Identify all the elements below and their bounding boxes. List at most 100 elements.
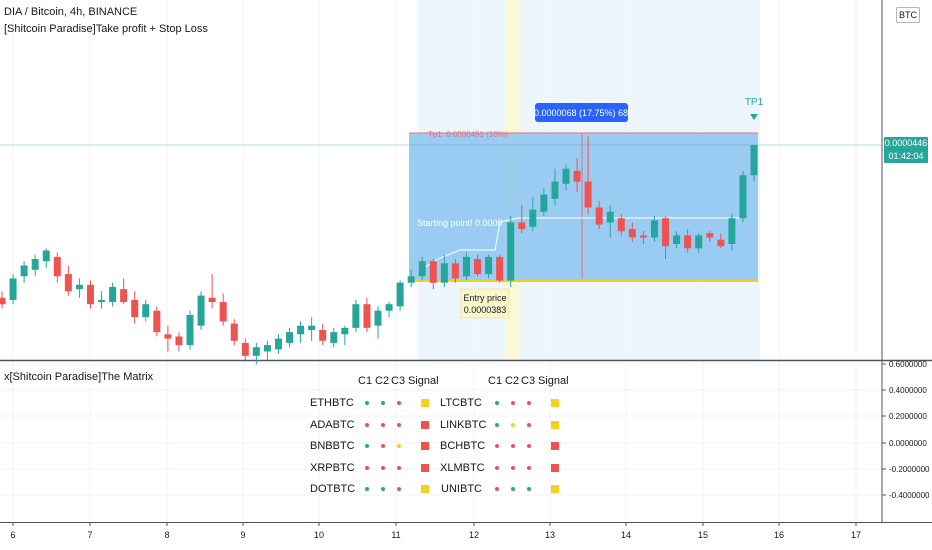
measure-tooltip[interactable] xyxy=(535,103,628,122)
matrix-pair-label: BNBBTC xyxy=(310,440,355,452)
candle-body xyxy=(252,347,260,356)
profit-range-box[interactable] xyxy=(409,133,758,281)
candle-body xyxy=(717,239,725,247)
matrix-dot-red xyxy=(527,401,531,405)
candle-body xyxy=(219,302,227,322)
x-tick-label: 11 xyxy=(391,530,400,540)
matrix-row: UNIBTC xyxy=(440,482,559,496)
matrix-dot-green xyxy=(527,487,531,491)
x-axis: 6 7 8 9 10 11 12 13 14 15 16 17 xyxy=(10,522,861,540)
candle-body xyxy=(573,170,581,182)
entry-label-title: Entry price xyxy=(463,293,506,303)
matrix-col-signal: Signal xyxy=(408,375,439,387)
candle-body xyxy=(374,310,382,326)
matrix-header: C1 C2 C3 Signal xyxy=(358,374,448,388)
x-tick-label: 10 xyxy=(314,530,324,540)
candle-body xyxy=(429,261,437,283)
symbol-title[interactable]: DIA / Bitcoin, 4h, BINANCE xyxy=(4,6,138,18)
matrix-pair-label: XLMBTC xyxy=(440,461,485,474)
candle-body xyxy=(540,194,548,212)
candle-body xyxy=(496,256,504,281)
matrix-dot-green xyxy=(365,401,369,405)
matrix-col-c1: C1 xyxy=(358,375,373,387)
matrix-y-axis: 0.6000000 0.4000000 0.2000000 0.0000000 -0.2… xyxy=(882,360,930,500)
candle-body xyxy=(263,345,271,352)
candle-body xyxy=(175,336,183,346)
candle-body xyxy=(606,211,614,223)
candle-body xyxy=(9,278,17,300)
candle-body xyxy=(241,342,249,356)
candle-body xyxy=(440,263,448,283)
candle-body xyxy=(628,228,636,238)
matrix-signal-red xyxy=(421,442,429,450)
matrix-signal-yellow xyxy=(421,399,429,407)
candle-body xyxy=(684,235,692,249)
entry-label-value: 0.0000383 xyxy=(464,305,507,315)
x-tick-label: 7 xyxy=(87,530,92,540)
currency-badge[interactable]: BTC xyxy=(896,7,920,23)
candle-body xyxy=(341,327,349,335)
matrix-signal-red xyxy=(421,420,429,429)
candle-body xyxy=(673,235,681,244)
candle-body xyxy=(230,323,238,341)
matrix-dot-red xyxy=(381,465,385,470)
matrix-col-c2: C2 xyxy=(375,375,390,387)
tp1-marker-icon xyxy=(750,114,758,120)
matrix-header: C1 C2 C3 Signal xyxy=(488,374,578,388)
matrix-dot-red xyxy=(511,444,515,448)
matrix-pair-label: DOTBTC xyxy=(310,483,356,495)
matrix-row: LTCBTC xyxy=(440,396,559,410)
candle-body xyxy=(584,181,592,208)
matrix-dot-green xyxy=(511,487,515,491)
x-tick-label: 6 xyxy=(10,530,15,540)
candle-body xyxy=(75,284,83,290)
candle-body xyxy=(363,304,371,328)
matrix-pair-label: LINKBTC xyxy=(440,418,487,431)
candle-body xyxy=(462,256,470,277)
x-tick-label: 17 xyxy=(851,530,861,540)
matrix-dot-red xyxy=(365,422,369,427)
candle-body xyxy=(53,256,61,277)
matrix-row: XRPBTC xyxy=(310,461,429,475)
matrix-dot-red xyxy=(397,465,401,470)
candle-body xyxy=(308,325,316,330)
matrix-dot-green xyxy=(381,401,385,405)
matrix-pair-label: UNIBTC xyxy=(441,483,482,495)
matrix-dot-green xyxy=(495,401,499,405)
bar-countdown: 01:42:04 xyxy=(888,151,924,161)
candle-body xyxy=(750,145,758,176)
matrix-pair-label: ETHBTC xyxy=(310,397,354,409)
tp1-marker-label: TP1 xyxy=(745,97,764,108)
candle-body xyxy=(617,218,625,232)
tp1-line-label: Tp1: 0.0000451 (10%) xyxy=(428,130,508,139)
x-tick-label: 9 xyxy=(240,530,245,540)
indicator-title[interactable]: [Shitcoin Paradise]Take profit + Stop Lo… xyxy=(4,23,208,35)
matrix-dot-green xyxy=(365,487,369,491)
matrix-signal-red xyxy=(551,442,559,450)
matrix-signal-yellow xyxy=(551,485,559,493)
candle-body xyxy=(64,274,72,292)
candle-body xyxy=(31,259,39,270)
matrix-dot-red xyxy=(381,444,385,448)
matrix-dot-red xyxy=(495,487,499,491)
matrix-signal-yellow xyxy=(551,399,559,407)
candle-body xyxy=(86,284,94,305)
matrix-indicator-title[interactable]: x[Shitcoin Paradise]The Matrix xyxy=(4,371,154,383)
matrix-row: DOTBTC xyxy=(310,482,429,496)
candle-body xyxy=(485,256,493,275)
matrix-dot-red xyxy=(365,465,369,470)
matrix-dot-red xyxy=(495,465,499,470)
matrix-dot-yellow xyxy=(511,422,515,427)
candle-body xyxy=(407,276,415,283)
candle-body xyxy=(562,168,570,184)
x-tick-label: 13 xyxy=(545,530,555,540)
matrix-y-tick-label: 0.0000000 xyxy=(889,439,927,448)
candle-body xyxy=(186,314,194,346)
matrix-row: ETHBTC xyxy=(310,396,429,410)
matrix-pair-label: LTCBTC xyxy=(440,397,482,409)
candle-body xyxy=(208,297,216,303)
candle-body xyxy=(529,209,537,227)
matrix-row: XLMBTC xyxy=(440,461,559,475)
matrix-dot-green xyxy=(495,422,499,427)
